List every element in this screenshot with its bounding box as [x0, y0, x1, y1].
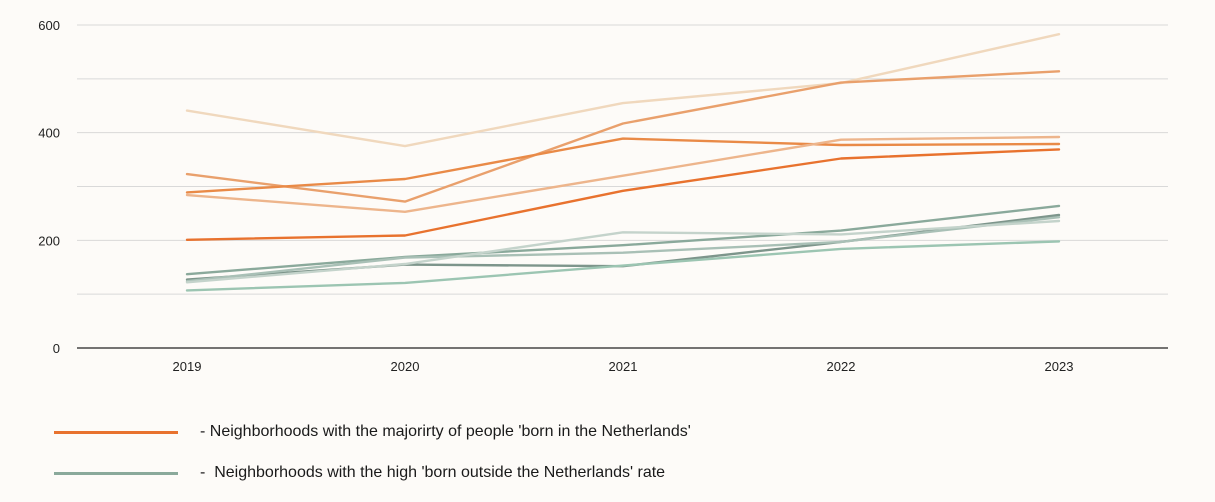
chart-svg: 0 200 400 600 2019 2020 2021 2022 2023: [38, 18, 1168, 374]
x-tick-label-2023: 2023: [1045, 359, 1074, 374]
legend-item-born-in-netherlands: - Neighborhoods with the majorirty of pe…: [54, 423, 691, 441]
x-tick-label-2019: 2019: [173, 359, 202, 374]
series-line-orange-2: [185, 70, 1061, 203]
x-tick-label-2021: 2021: [609, 359, 638, 374]
legend-label-born-in-netherlands: - Neighborhoods with the majorirty of pe…: [200, 423, 691, 440]
legend-swatch-green: [54, 471, 178, 475]
legend-item-born-outside-netherlands: - Neighborhoods with the high 'born outs…: [54, 464, 665, 482]
series-line-orange-5: [185, 148, 1061, 242]
legend-swatch-orange: [54, 430, 178, 434]
line-chart: 0 200 400 600 2019 2020 2021 2022 2023: [38, 18, 1168, 374]
series-line-green-6: [185, 204, 1061, 276]
legend-label-born-outside-netherlands: - Neighborhoods with the high 'born outs…: [200, 464, 666, 481]
series-line-green-8: [185, 215, 1061, 283]
x-tick-label-2022: 2022: [827, 359, 856, 374]
y-tick-label-600: 600: [38, 18, 60, 33]
series-line-green-10: [185, 240, 1061, 292]
y-tick-label-0: 0: [53, 341, 60, 356]
series-line-orange-4: [185, 135, 1061, 214]
series-line-orange-1: [185, 33, 1061, 148]
x-tick-label-2020: 2020: [391, 359, 420, 374]
y-tick-label-200: 200: [38, 233, 60, 248]
y-tick-label-400: 400: [38, 126, 60, 141]
series-line-orange-3: [185, 137, 1061, 194]
series-line-green-7: [185, 213, 1061, 281]
series-line-green-9: [185, 219, 1061, 284]
